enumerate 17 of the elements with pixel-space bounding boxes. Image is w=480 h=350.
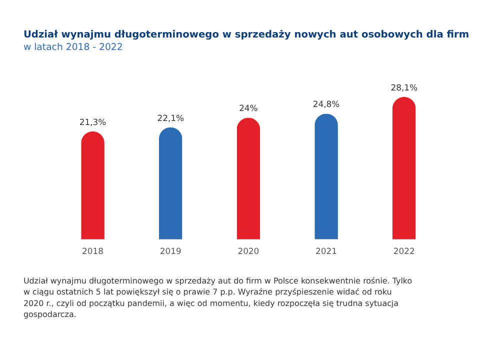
x-tick-label: 2021 (316, 246, 337, 256)
data-label: 24% (239, 103, 258, 114)
data-label: 28,1% (390, 82, 418, 92)
data-label: 21,3% (79, 116, 106, 127)
bar (236, 118, 260, 240)
bar (81, 131, 104, 240)
bar (314, 114, 338, 240)
x-tick-label: 2018 (82, 246, 104, 256)
data-label: 24,8% (312, 99, 340, 110)
bar (158, 127, 182, 240)
x-tick-label: 2022 (393, 246, 415, 256)
x-tick-label: 2019 (160, 246, 182, 256)
chart-subtitle: w latach 2018 - 2022 (23, 42, 123, 53)
bar (392, 97, 416, 240)
chart-title: Udział wynajmu długoterminowego w sprzedaży nowych aut osobowych dla firm (23, 29, 470, 40)
data-label: 22,1% (157, 112, 184, 123)
x-tick-label: 2020 (238, 246, 260, 256)
